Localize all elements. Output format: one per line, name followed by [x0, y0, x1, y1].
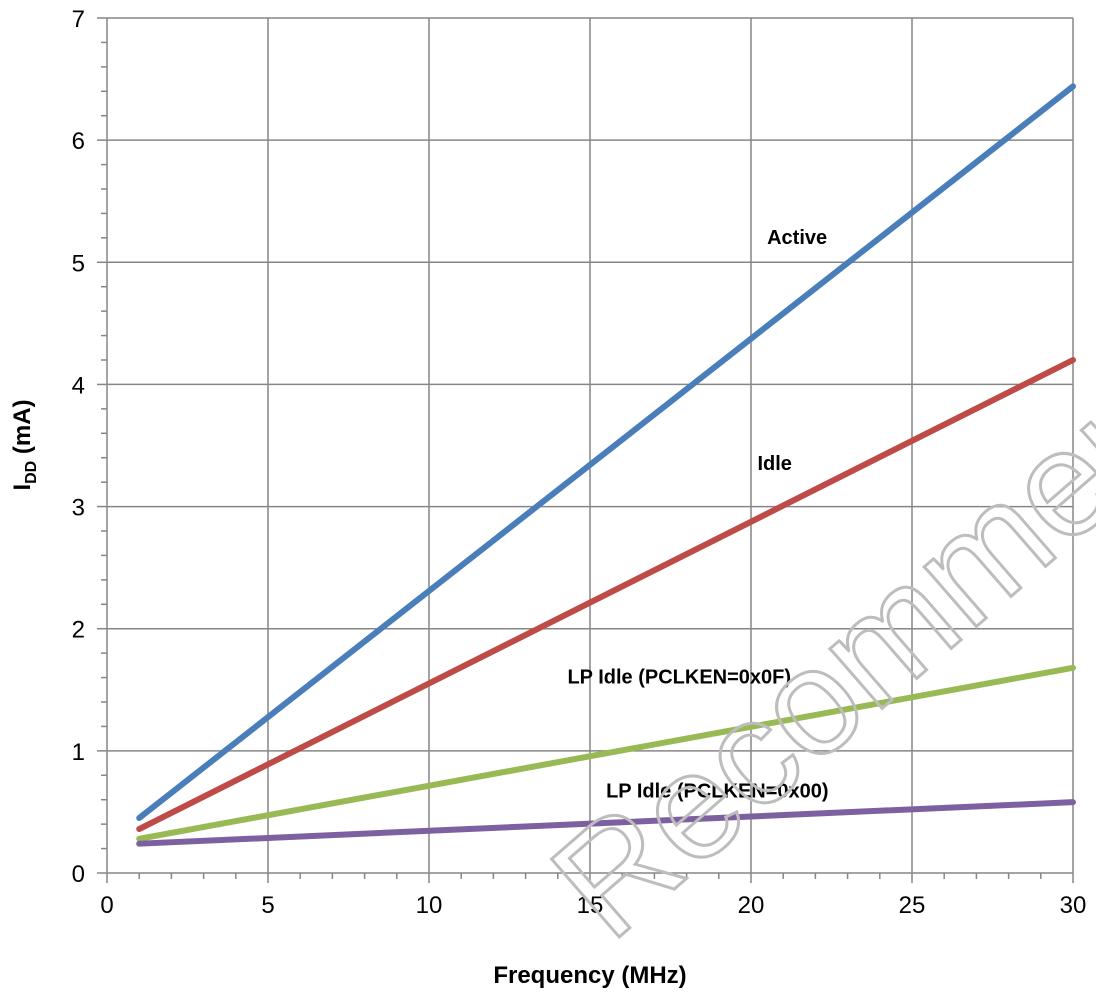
- x-tick-label-0: 0: [100, 892, 113, 919]
- series-line-2: [136, 664, 1076, 842]
- x-axis-title: Frequency (MHz): [493, 962, 686, 989]
- y-tick-label-0: 0: [72, 861, 85, 888]
- series-annotation-3: LP Idle (PCLKEN=0x00): [606, 780, 828, 802]
- watermark: Recommended for New Des: [521, 0, 1096, 969]
- x-tick-label-25: 25: [899, 892, 926, 919]
- series-line-1: [136, 357, 1076, 833]
- tick-labels: 0 5 10 15 20 25 30 0 1 2 3 4 5 6 7: [72, 6, 1087, 919]
- y-axis-title-suffix: (mA): [9, 399, 36, 460]
- x-tick-label-20: 20: [738, 892, 765, 919]
- series-annotation-2: LP Idle (PCLKEN=0x0F): [567, 667, 791, 689]
- y-axis-title: IDD (mA): [9, 399, 40, 490]
- y-tick-label-3: 3: [72, 495, 85, 522]
- grid: [107, 17, 1074, 873]
- ticks: [97, 17, 1074, 883]
- x-tick-label-5: 5: [261, 892, 274, 919]
- y-tick-label-1: 1: [72, 739, 85, 766]
- y-tick-label-7: 7: [72, 6, 85, 33]
- y-tick-label-6: 6: [72, 128, 85, 155]
- y-tick-label-2: 2: [72, 617, 85, 644]
- x-tick-label-15: 15: [577, 892, 604, 919]
- series-annotations: Active Idle LP Idle (PCLKEN=0x0F) LP Idle (…: [567, 227, 828, 802]
- x-tick-label-10: 10: [416, 892, 443, 919]
- y-tick-label-5: 5: [72, 250, 85, 277]
- series-line-0: [136, 83, 1076, 822]
- y-axis-title-main: I: [9, 484, 36, 491]
- series-annotation-0: Active: [767, 227, 827, 249]
- series-annotation-1: Idle: [757, 453, 791, 475]
- y-axis-title-subscript: DD: [23, 461, 40, 484]
- series-line-3: [136, 799, 1076, 847]
- y-tick-label-4: 4: [72, 372, 85, 399]
- series-lines: [136, 83, 1076, 847]
- x-tick-label-30: 30: [1060, 892, 1087, 919]
